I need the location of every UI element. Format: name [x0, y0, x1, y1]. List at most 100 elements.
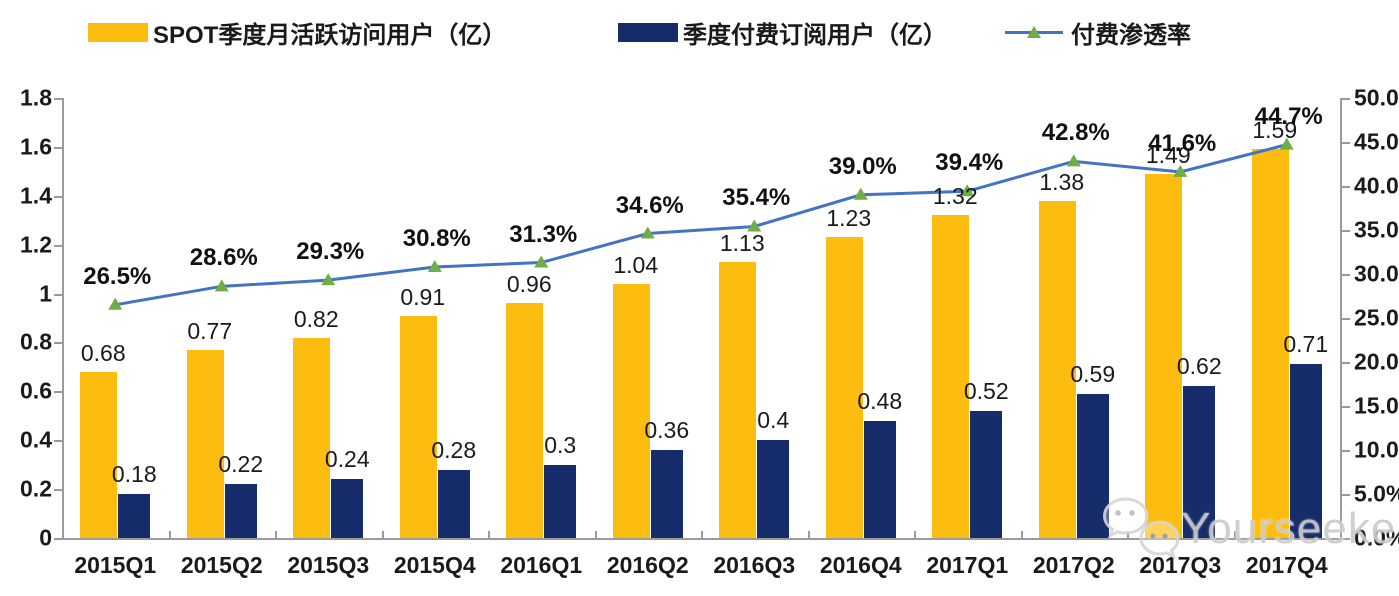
bar-mau-value-2016Q1: 0.96: [506, 271, 552, 298]
right-axis-tick: [1342, 362, 1350, 364]
bar-subs-2015Q2: [224, 484, 257, 538]
penetration-label-2017Q3: 41.6%: [1148, 129, 1217, 157]
penetration-marker-2015Q3: [321, 273, 336, 286]
right-axis-tick-label: 30.0%: [1354, 260, 1399, 287]
penetration-label-2017Q2: 42.8%: [1041, 119, 1110, 147]
left-axis-tick: [54, 293, 62, 296]
penetration-marker-2015Q1: [108, 297, 123, 310]
right-axis-tick: [1342, 538, 1350, 540]
bar-mau-2017Q1: [932, 215, 970, 538]
bar-mau-2015Q1: [80, 371, 118, 538]
penetration-marker-2016Q4: [853, 187, 868, 200]
right-axis-tick-label: 10.0%: [1354, 436, 1399, 463]
bar-mau-value-2017Q2: 1.38: [1039, 168, 1085, 195]
left-axis-tick: [54, 440, 62, 443]
x-axis-tick: [701, 531, 703, 538]
x-axis-tick: [1020, 531, 1023, 538]
bar-subs-value-2016Q4: 0.48: [857, 387, 903, 414]
penetration-legend-label: 付费渗透率: [1071, 21, 1191, 49]
penetration-label-2015Q4: 30.8%: [402, 224, 471, 252]
legend-item-subs: 季度付费订阅用户（亿）: [618, 14, 947, 50]
bar-subs-value-2017Q3: 0.62: [1176, 353, 1222, 380]
right-axis-tick: [1342, 98, 1350, 100]
x-axis-tick: [275, 531, 277, 538]
bar-subs-value-2015Q1: 0.18: [111, 461, 157, 487]
x-axis-label-2016Q4: 2016Q4: [819, 552, 902, 578]
penetration-label-2016Q3: 35.4%: [722, 184, 791, 212]
bar-subs-2016Q2: [650, 450, 683, 538]
x-axis-label-2015Q3: 2015Q3: [287, 552, 370, 578]
penetration-marker-2017Q2: [1066, 154, 1081, 167]
left-axis-tick-label: 0.8: [20, 328, 52, 355]
x-axis-tick: [1340, 531, 1342, 538]
penetration-label-2015Q2: 28.6%: [189, 244, 258, 272]
penetration-label-2016Q4: 39.0%: [828, 152, 897, 180]
left-axis-tick-label: 0.6: [20, 377, 52, 404]
bar-subs-2016Q3: [757, 440, 790, 538]
x-axis-tick: [381, 531, 384, 538]
x-axis-tick: [1233, 531, 1236, 538]
triangle-marker-icon: [1027, 25, 1041, 38]
bar-mau-value-2015Q4: 0.91: [400, 283, 446, 310]
penetration-marker-2016Q2: [640, 226, 655, 239]
bar-mau-value-2017Q1: 1.32: [932, 183, 978, 210]
left-axis-tick: [54, 538, 62, 540]
mau-legend-swatch: [88, 22, 148, 42]
bar-mau-2016Q3: [719, 261, 757, 538]
bar-mau-value-2016Q4: 1.23: [826, 205, 872, 232]
left-axis-tick: [54, 342, 62, 345]
left-axis-tick-label: 1: [39, 280, 52, 307]
x-axis-tick: [168, 531, 171, 538]
x-axis-tick: [488, 531, 490, 538]
bar-mau-value-2015Q2: 0.77: [187, 317, 233, 344]
bar-subs-2016Q1: [544, 464, 577, 538]
legend-item-mau: SPOT季度月活跃访问用户（亿）: [88, 14, 506, 50]
left-axis-tick-label: 0: [39, 524, 52, 551]
left-axis-line: [62, 98, 64, 538]
left-axis-tick: [54, 391, 62, 394]
right-axis-tick: [1342, 186, 1350, 188]
right-axis-tick-label: 45.0%: [1354, 128, 1399, 155]
left-axis-tick-label: 0.4: [20, 426, 52, 453]
bar-subs-value-2015Q4: 0.28: [431, 436, 477, 463]
penetration-label-2015Q3: 29.3%: [296, 238, 365, 266]
bar-subs-value-2015Q3: 0.24: [324, 446, 370, 473]
watermark-text: Yourseeker: [1181, 504, 1399, 553]
x-axis-tick: [62, 531, 64, 538]
left-axis-tick-label: 1.8: [20, 84, 52, 111]
bar-subs-value-2017Q2: 0.59: [1070, 360, 1116, 387]
penetration-marker-2015Q2: [214, 279, 229, 292]
bar-mau-value-2016Q2: 1.04: [613, 251, 659, 278]
bar-subs-value-2016Q1: 0.3: [544, 431, 577, 458]
penetration-label-2016Q1: 31.3%: [509, 220, 578, 248]
right-axis-tick-label: 0.0%: [1354, 524, 1399, 551]
x-axis-label-2017Q4: 2017Q4: [1245, 552, 1328, 578]
subs-legend-label: 季度付费订阅用户（亿）: [683, 21, 947, 49]
bar-subs-2017Q4: [1289, 364, 1322, 538]
right-axis-tick: [1342, 406, 1350, 408]
right-axis-tick: [1342, 274, 1350, 276]
bar-subs-value-2017Q4: 0.71: [1283, 331, 1329, 358]
left-axis-tick-label: 0.2: [20, 475, 52, 502]
bar-subs-2017Q3: [1183, 386, 1216, 538]
left-axis-tick: [54, 146, 62, 149]
left-axis-tick: [54, 195, 62, 198]
penetration-label-2016Q2: 34.6%: [615, 191, 684, 219]
x-axis-tick: [1127, 531, 1129, 538]
x-axis-label-2015Q2: 2015Q2: [180, 552, 263, 578]
bar-mau-2015Q2: [186, 349, 224, 538]
x-axis-label-2015Q1: 2015Q1: [74, 552, 157, 578]
bar-subs-2015Q1: [118, 494, 151, 538]
right-axis-tick-label: 5.0%: [1354, 480, 1399, 507]
bar-mau-value-2015Q1: 0.68: [80, 339, 126, 366]
left-axis-tick: [54, 98, 62, 100]
left-axis-tick-label: 1.2: [20, 231, 52, 258]
right-axis-tick-label: 40.0%: [1354, 172, 1399, 199]
bar-subs-2015Q4: [437, 469, 470, 538]
x-axis-label-2017Q2: 2017Q2: [1032, 552, 1115, 578]
penetration-legend-marker: [1005, 23, 1063, 42]
right-axis-tick: [1342, 494, 1350, 496]
bar-subs-value-2017Q1: 0.52: [963, 377, 1009, 404]
bar-mau-2015Q4: [399, 315, 437, 538]
x-axis-tick: [914, 531, 916, 538]
